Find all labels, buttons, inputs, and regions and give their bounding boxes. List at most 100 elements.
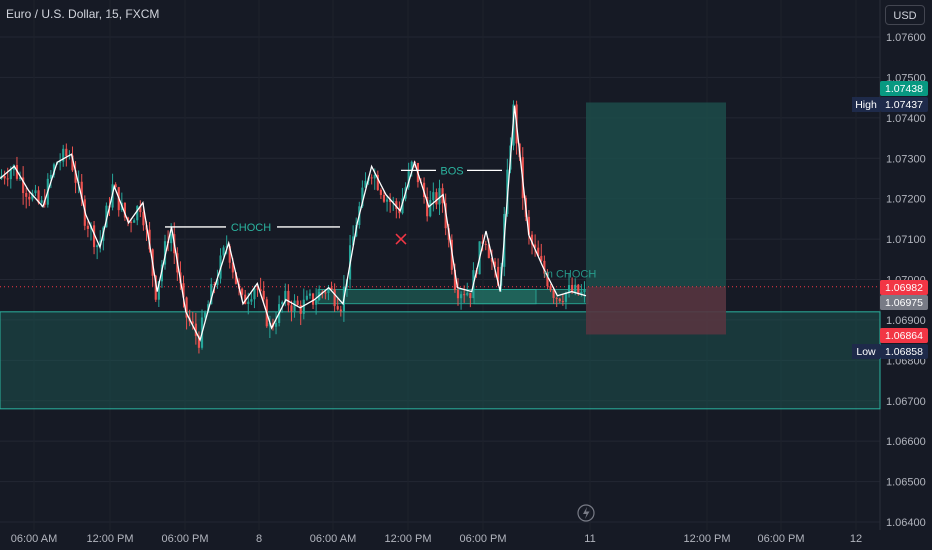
candle-body xyxy=(154,275,157,300)
candle-body xyxy=(59,161,62,163)
demand-zone xyxy=(0,311,881,410)
candle-body xyxy=(92,225,96,248)
candle-body xyxy=(398,208,401,214)
candle-body xyxy=(136,206,139,221)
candle-body xyxy=(463,294,466,296)
currency-button[interactable]: USD xyxy=(885,5,925,25)
candle-body xyxy=(438,188,441,205)
candle-body xyxy=(426,196,429,217)
candle-body xyxy=(493,261,497,267)
candle-body xyxy=(191,321,194,324)
price-tick-label: 1.07100 xyxy=(886,234,926,246)
candle-body xyxy=(530,234,534,245)
candle-body xyxy=(401,198,404,214)
price-tag-bg xyxy=(880,295,928,310)
candle-body xyxy=(490,258,494,262)
candle-body xyxy=(435,192,438,205)
candle-body xyxy=(210,284,213,305)
price-tag-bg xyxy=(880,97,928,112)
candle-body xyxy=(379,189,382,195)
candle-body xyxy=(361,187,364,207)
price-tag-value: 1.06864 xyxy=(885,330,923,342)
time-tick-label: 12:00 PM xyxy=(384,533,431,545)
candle-body xyxy=(373,174,376,179)
candle-body xyxy=(296,300,299,306)
candle-body xyxy=(543,260,546,274)
candle-body xyxy=(311,293,315,305)
candle-body xyxy=(410,161,413,172)
candle-body xyxy=(558,298,561,302)
candle-body xyxy=(339,309,342,312)
replay-icon[interactable] xyxy=(577,504,595,522)
price-tag-label: Low xyxy=(856,346,876,358)
price-tag-label-bg xyxy=(852,344,880,359)
candle-body xyxy=(231,262,234,273)
candle-body xyxy=(244,294,247,305)
candle-body xyxy=(204,312,207,318)
price-tag-value: 1.06975 xyxy=(885,297,923,309)
candle-body xyxy=(549,286,552,291)
candle-body xyxy=(105,205,108,228)
candle-body xyxy=(28,196,31,200)
chart-title: Euro / U.S. Dollar, 15, FXCM xyxy=(6,7,160,21)
candle-body xyxy=(534,244,537,248)
candle-body xyxy=(580,292,583,295)
candle-body xyxy=(302,299,305,314)
candle-body xyxy=(62,148,65,162)
candle-body xyxy=(262,290,265,300)
candle-body xyxy=(34,190,37,194)
candle-body xyxy=(37,190,40,203)
candle-body xyxy=(315,300,318,305)
candle-body xyxy=(407,171,410,188)
candle-body xyxy=(287,290,290,306)
candle-body xyxy=(385,199,389,202)
candle-body xyxy=(567,285,571,293)
candle-body xyxy=(18,177,22,179)
candle-body xyxy=(163,241,167,265)
time-tick-label: 06:00 PM xyxy=(161,533,208,545)
candle-body xyxy=(574,284,577,293)
time-tick-label: 12 xyxy=(850,533,862,545)
price-tag-bg xyxy=(880,328,928,343)
candle-body xyxy=(253,288,256,300)
mchoch-label: m CHOCH xyxy=(544,269,597,281)
bos-label: BOS xyxy=(440,165,463,177)
candle-body xyxy=(299,305,302,314)
candle-body xyxy=(546,273,549,287)
candle-body xyxy=(74,170,77,183)
candle-body xyxy=(305,295,308,300)
candle-body xyxy=(185,297,188,318)
candle-body xyxy=(86,225,89,229)
structure-zigzag xyxy=(0,105,587,342)
candle-body xyxy=(31,193,34,200)
price-tick-label: 1.06600 xyxy=(886,436,926,448)
grid-lines xyxy=(0,0,881,530)
candle-body xyxy=(52,164,56,175)
time-axis: 06:00 AM 12:00 PM 06:00 PM 8 06:00 AM 12:00 P… xyxy=(11,533,862,545)
candle-body xyxy=(290,305,293,312)
choch-label: CHOCH xyxy=(231,222,271,234)
candle-body xyxy=(395,201,398,209)
candle-body xyxy=(487,244,490,259)
candle-body xyxy=(259,289,262,291)
candle-body xyxy=(552,290,555,298)
candle-body xyxy=(382,194,386,202)
candle-body xyxy=(336,306,339,310)
candle-body xyxy=(293,300,296,312)
candle-body xyxy=(422,182,426,197)
candle-body xyxy=(40,200,43,203)
candle-body xyxy=(352,236,355,246)
candle-body xyxy=(182,283,185,298)
price-tick-label: 1.07200 xyxy=(886,194,926,206)
candle-body xyxy=(71,155,74,171)
candle-body xyxy=(250,299,253,302)
candle-body xyxy=(129,221,133,223)
candle-body xyxy=(389,199,392,202)
candle-body xyxy=(429,200,432,217)
candle-body xyxy=(6,178,9,180)
candle-body xyxy=(537,247,540,256)
candle-body xyxy=(376,174,379,190)
candle-body xyxy=(148,229,151,250)
candle-body xyxy=(99,240,102,246)
